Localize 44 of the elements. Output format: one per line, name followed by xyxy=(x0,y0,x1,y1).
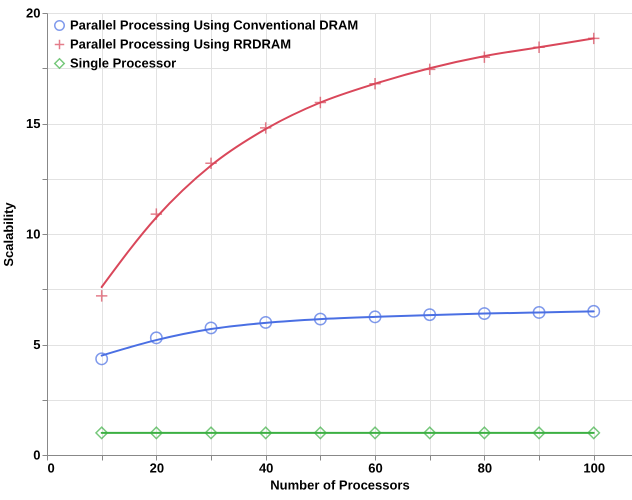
y-axis-title: Scalability xyxy=(1,202,16,267)
x-tick-label: 60 xyxy=(368,460,383,476)
point xyxy=(95,289,108,302)
point xyxy=(150,331,163,344)
point xyxy=(587,304,600,318)
x-tick-label: 0 xyxy=(48,460,55,476)
point xyxy=(314,96,327,109)
point xyxy=(314,426,327,440)
point xyxy=(423,308,436,322)
x-axis-title: Number of Processors xyxy=(270,478,410,492)
legend-label: Parallel Processing Using RRDRAM xyxy=(70,36,292,52)
x-tick-label: 20 xyxy=(150,460,164,476)
y-tick-label: 5 xyxy=(33,337,40,352)
point xyxy=(532,426,546,440)
x-tick-label: 80 xyxy=(478,460,492,476)
legend-label: Single Processor xyxy=(70,56,176,70)
y-tick-label: 10 xyxy=(26,226,40,242)
legend-label: Parallel Processing Using Conventional DRAM xyxy=(70,18,358,32)
point xyxy=(423,426,436,440)
point xyxy=(150,426,163,440)
point xyxy=(259,316,272,329)
point xyxy=(314,312,327,326)
point xyxy=(259,426,272,440)
point xyxy=(204,321,218,334)
point xyxy=(368,77,382,90)
point xyxy=(532,40,546,54)
point xyxy=(204,156,218,170)
point xyxy=(478,307,491,320)
point xyxy=(368,426,382,440)
point xyxy=(259,121,272,134)
point xyxy=(95,352,108,366)
point xyxy=(95,426,108,440)
point xyxy=(368,310,382,324)
point xyxy=(587,32,600,45)
point xyxy=(204,426,218,440)
x-tick-label: 100 xyxy=(583,460,606,476)
x-tick-label: 40 xyxy=(258,460,274,476)
point xyxy=(532,306,546,319)
y-tick-label: 0 xyxy=(33,448,40,462)
point xyxy=(478,426,491,440)
point xyxy=(587,426,600,440)
y-tick-label: 20 xyxy=(26,6,40,20)
point xyxy=(150,208,163,221)
y-tick-label: 15 xyxy=(26,116,40,131)
